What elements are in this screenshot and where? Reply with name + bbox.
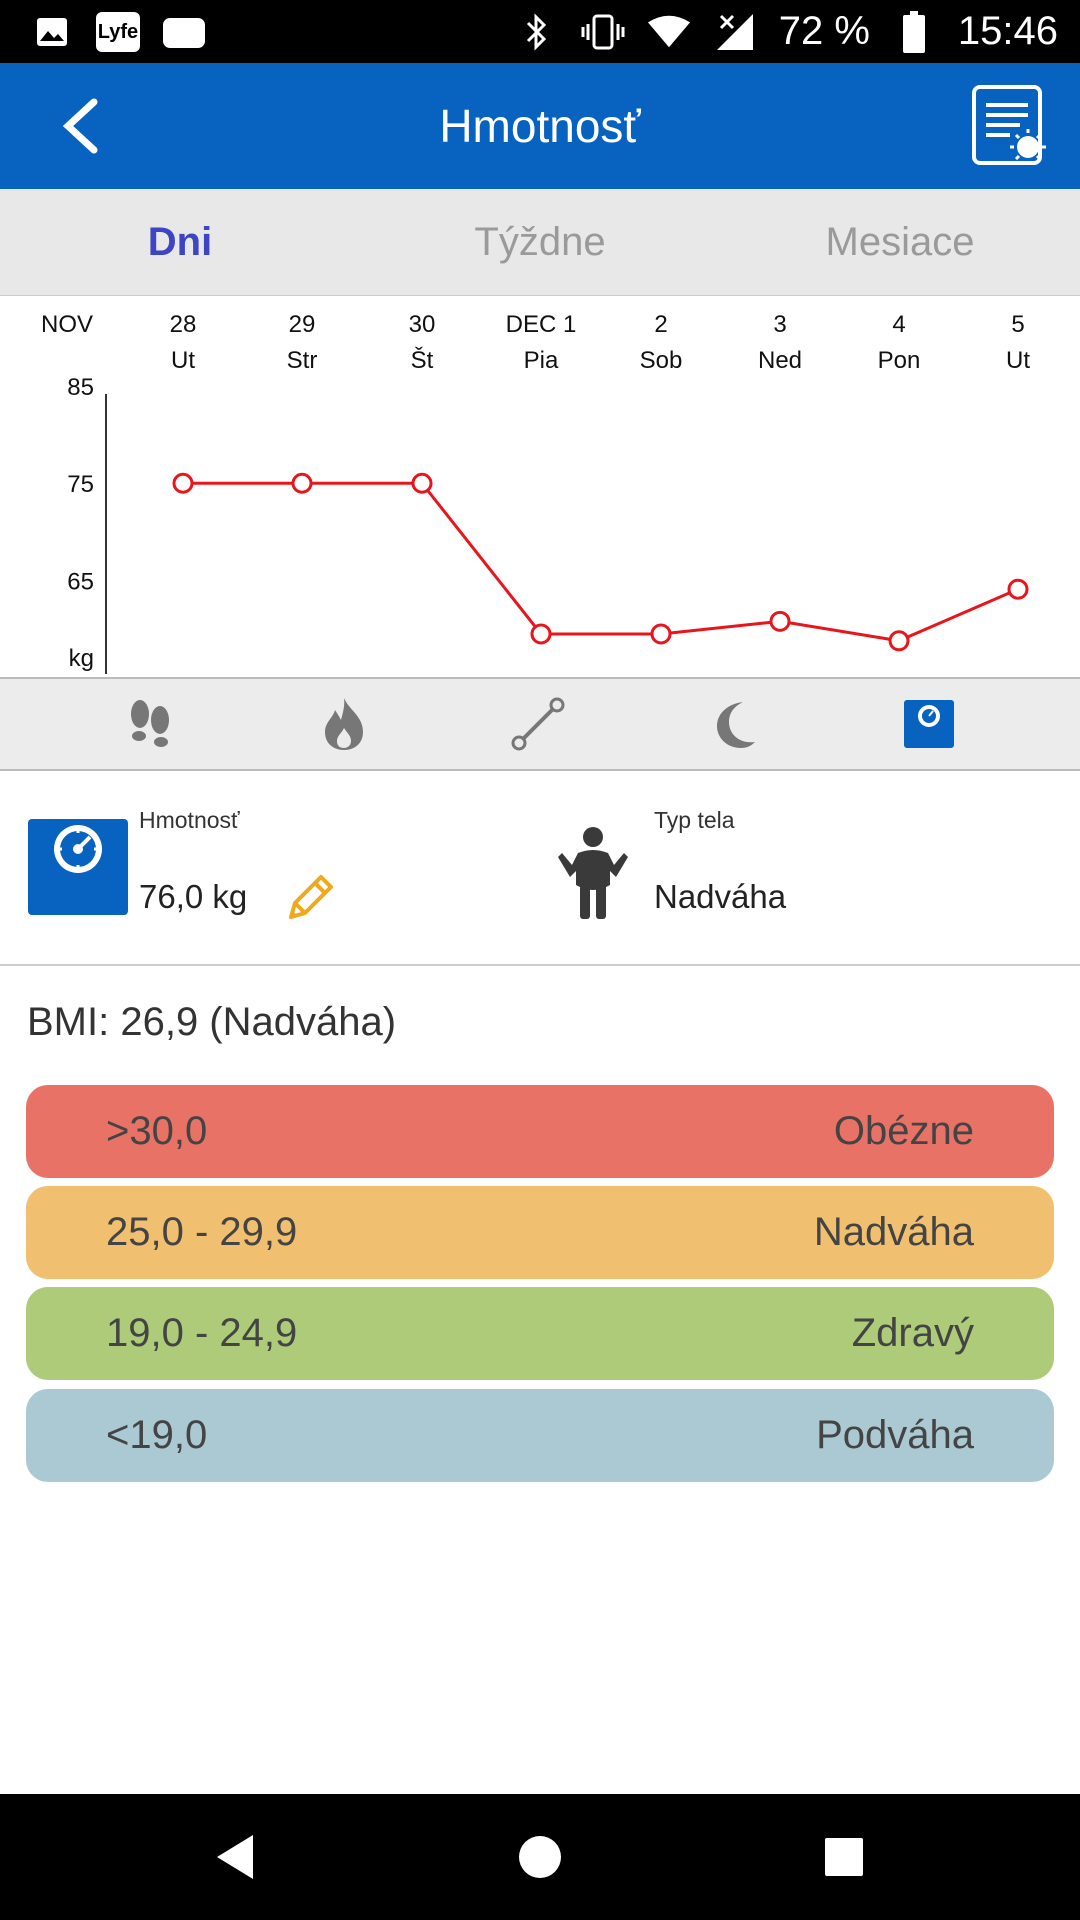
x-tick-date: NOV [41,311,93,338]
data-point [411,472,433,494]
data-point [769,610,791,632]
steps-icon[interactable] [120,694,180,754]
status-bar: Lyfe 72 % 15:46 [0,0,1080,63]
metric-bar [0,677,1080,771]
nav-back-button[interactable] [205,1827,265,1887]
x-tick-day: Št [411,346,434,374]
scale-icon [28,819,128,915]
x-tick-day: Pia [524,347,559,374]
bmi-category: Podváha [816,1413,974,1457]
data-point [650,623,672,645]
image-icon [30,10,74,54]
bmi-category: Nadváha [813,1210,974,1254]
x-tick-date: DEC 1 [506,311,577,338]
data-point [172,472,194,494]
body-type-label: Typ tela [654,807,735,833]
bmi-range: 19,0 - 24,9 [106,1311,298,1355]
bmi-range: >30,0 [106,1109,208,1153]
series-line [183,481,1019,643]
circle-home-icon [519,1836,561,1878]
body-type-value: Nadváha [654,878,787,915]
y-tick-label: 85 [67,374,94,401]
report-button[interactable] [970,83,1050,169]
battery-icon [892,10,936,54]
x-tick-date: 29 [289,311,316,338]
summary-row: Hmotnosť 76,0 kg Typ tela Nadváha [0,769,1080,966]
bmi-category: Obézne [833,1109,974,1153]
y-unit-label: kg [69,645,94,672]
x-tick-day: Ut [171,347,195,374]
data-point [530,623,552,645]
distance-icon[interactable] [508,694,568,754]
bluetooth-icon [515,10,559,54]
period-tabs: Dni Týždne Mesiace [0,189,1080,296]
x-tick-date: 3 [773,311,786,338]
weight-value: 76,0 kg [139,878,248,915]
moon-icon[interactable] [704,694,764,754]
page-title: Hmotnosť [439,100,641,152]
bmi-row-overweight: 25,0 - 29,9 Nadváha [26,1186,1054,1279]
data-point [291,472,313,494]
bmi-range: <19,0 [106,1413,208,1457]
scale-icon[interactable] [899,694,959,754]
y-tick-label: 75 [67,471,94,498]
tab-months[interactable]: Mesiace [825,219,975,264]
nav-recents-button[interactable] [814,1827,874,1887]
bmi-category: Zdravý [851,1311,974,1355]
data-point [1007,578,1029,600]
bmi-title: BMI: 26,9 (Nadváha) [27,1000,397,1044]
lyfe-app-icon: Lyfe [96,12,140,52]
edit-weight-button[interactable] [283,869,339,925]
clock: 15:46 [957,9,1058,53]
body-type-icon [558,825,628,921]
square-recents-icon [825,1838,863,1876]
bmi-row-healthy: 19,0 - 24,9 Zdravý [26,1287,1054,1380]
wifi-icon [647,10,691,54]
report-icon [972,85,1046,165]
x-tick-day: Sob [640,347,683,374]
x-tick-day: Ut [1006,347,1030,374]
flame-icon[interactable] [314,694,374,754]
weight-label: Hmotnosť [139,807,240,833]
nav-home-button[interactable] [510,1827,570,1887]
signal-icon [713,10,757,54]
system-nav-bar [0,1794,1080,1920]
data-point [888,630,910,652]
y-tick-label: 65 [67,568,94,595]
x-tick-day: Str [287,347,318,374]
x-tick-day: Pon [878,347,921,374]
tab-days[interactable]: Dni [147,219,213,264]
x-tick-day: Ned [758,347,802,374]
bmi-row-obese: >30,0 Obézne [26,1085,1054,1178]
chevron-left-icon [62,98,98,154]
weight-chart: NOV 28 Ut 29 Str 30 Št DEC 1 Pia 2 Sob 3 Ned 4 Pon 5 Ut 8… [0,296,1080,677]
app-bar: Hmotnosť [0,63,1080,189]
x-tick-date: 5 [1011,311,1024,338]
tab-weeks[interactable]: Týždne [474,219,606,264]
chart-svg: NOV 28 Ut 29 Str 30 Št DEC 1 Pia 2 Sob 3 Ned 4 Pon 5 Ut 8… [41,311,1030,674]
pencil-icon [289,875,333,919]
battery-percent: 72 % [778,9,870,53]
bmi-row-underweight: <19,0 Podváha [26,1389,1054,1482]
triangle-back-icon [217,1835,253,1879]
notification-icon [162,10,206,54]
vibrate-icon [581,10,625,54]
bmi-range: 25,0 - 29,9 [106,1210,298,1254]
back-button[interactable] [40,86,120,166]
x-tick-date: 4 [892,311,905,338]
x-tick-date: 2 [654,311,667,338]
x-tick-date: 28 [170,311,197,338]
x-tick-date: 30 [409,311,436,338]
